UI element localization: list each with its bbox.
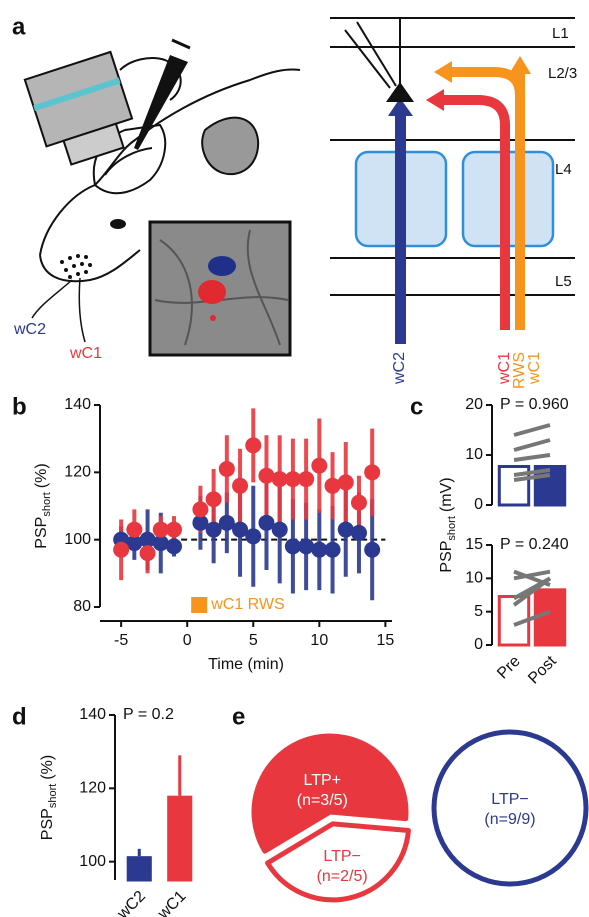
layer-label: L2/3 [548,65,577,82]
annotation: P = 0.960 [500,396,569,413]
annotation-swatch [191,597,207,613]
y-tick-label: 140 [64,396,91,413]
data-point [166,522,182,538]
panel-label: d [12,703,27,730]
panel-label: a [12,13,26,40]
layer-label: L1 [552,25,569,42]
data-point [338,474,354,490]
slice-label: LTP− [491,791,529,808]
data-point [364,542,380,558]
y-axis-label-sub: short [41,492,53,516]
data-point [140,545,156,561]
slice-value-label: (n=2/5) [317,868,368,885]
x-tick-label: -5 [114,632,128,649]
y-axis-label-main: PSP [33,517,50,549]
y-tick-label: 10 [465,446,483,463]
y-tick-label: 10 [465,570,483,587]
slice-value-label: (n=9/9) [484,811,535,828]
paired-line [514,455,550,460]
data-point [351,525,367,541]
paired-line [514,440,550,450]
y-axis-label-unit: (mV) [438,477,455,512]
y-axis-label: PSPshort (%) [39,755,59,840]
panel-label: b [12,393,27,420]
y-tick-label: 15 [465,536,483,553]
x-tick-label: 10 [310,632,328,649]
eye [110,219,126,229]
data-point [113,542,129,558]
data-point [206,491,222,507]
slice-value-label: (n=3/5) [297,792,348,809]
x-tick-label: wC2 [114,888,149,917]
slice-label: LTP+ [304,772,342,789]
y-tick-label: 120 [79,780,106,797]
y-axis-label: PSPshort (%) [33,463,53,548]
data-point [364,464,380,480]
y-tick-label: 140 [79,706,106,723]
y-axis-label-main: PSP [39,808,56,840]
y-axis-label-unit: (%) [33,463,50,488]
data-point [298,471,314,487]
x-tick-label: 5 [249,632,258,649]
whisker-label: wC1 [69,345,102,362]
pathway-label: wC1 [526,352,543,385]
pipette [134,40,190,150]
data-point [126,522,142,538]
layer-label: L5 [555,273,572,290]
data-point [192,501,208,517]
panel-label: c [410,393,423,420]
data-point [272,522,288,538]
annotation: P = 0.240 [500,536,569,553]
y-tick-label: 120 [64,464,91,481]
inset-image [150,222,290,355]
data-point [325,542,341,558]
y-tick-label: 80 [73,598,91,615]
y-axis-label-sub: short [47,784,59,808]
data-point [351,495,367,511]
y-tick-label: 100 [79,853,106,870]
y-axis-label-sub: short [446,516,458,540]
data-point [232,478,248,494]
y-tick-label: 0 [474,496,483,513]
layer-label: L4 [555,161,572,178]
y-axis-label: PSPshort (mV) [438,477,458,572]
slice-label: LTP− [323,848,361,865]
y-tick-label: 0 [474,636,483,653]
data-point [166,538,182,554]
y-tick-label: 20 [465,396,483,413]
x-tick-label: Post [525,652,560,687]
x-axis-label: Time (min) [208,656,284,673]
bar [128,858,150,880]
panel-label: e [232,703,245,730]
data-point [245,437,261,453]
x-tick-label: 15 [376,632,394,649]
whisker-label: wC2 [13,321,46,338]
x-tick-label: 0 [183,632,192,649]
ear [202,118,258,175]
annotation: P = 0.2 [123,706,174,723]
y-axis-label-main: PSP [438,541,455,573]
data-point [219,461,235,477]
y-tick-label: 100 [64,531,91,548]
x-tick-label: wC1 [154,888,189,917]
data-point [311,458,327,474]
whisker [79,278,85,342]
y-tick-label: 5 [474,603,483,620]
data-point [245,528,261,544]
whisker-pad [60,254,92,279]
paired-line [514,425,550,435]
figure: a b c d e wC2 wC1 L1 L2 [0,0,589,917]
bar [169,797,191,880]
annotation: wC1 RWS [210,596,285,613]
pathway-label: wC2 [391,352,408,385]
neuron [345,18,414,102]
whisker [32,280,72,318]
x-tick-label: Pre [494,653,524,683]
y-axis-label-unit: (%) [39,755,56,780]
